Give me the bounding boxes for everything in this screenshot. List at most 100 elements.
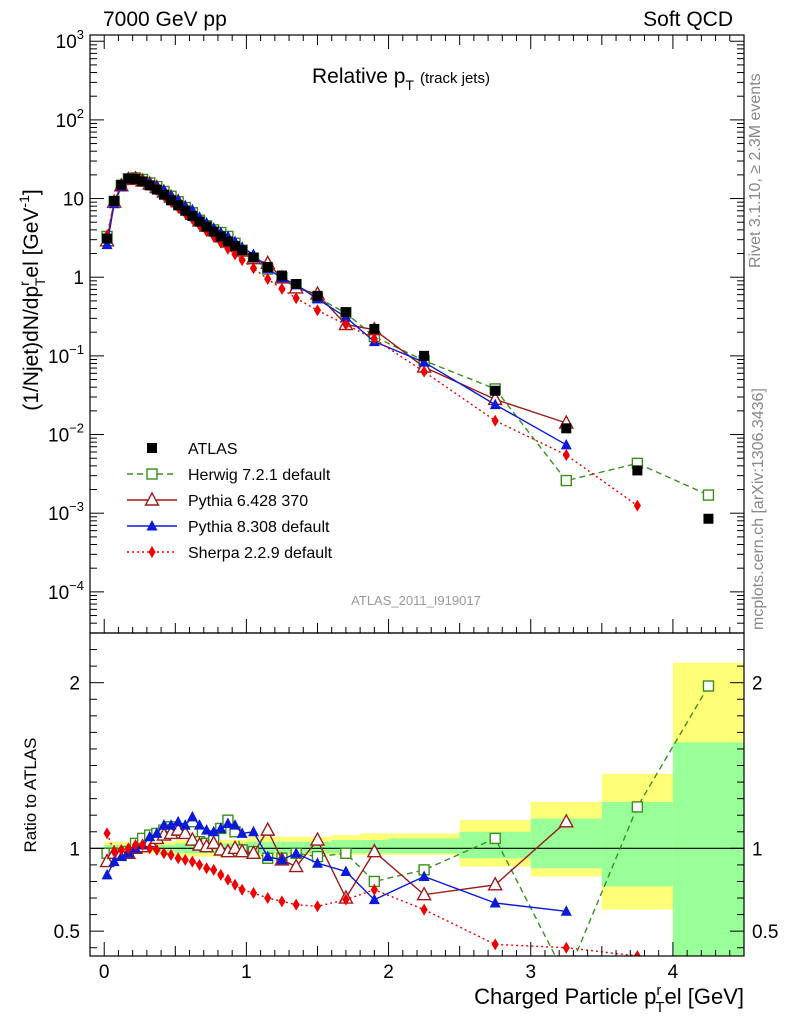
ratio-point-pythia-8-308-default (276, 853, 288, 865)
point-sherpa-2-2-9-default (342, 318, 350, 331)
ratio-point-pythia-8-308-default (179, 819, 191, 830)
ratio-point-herwig-7-2-1-default (489, 832, 501, 845)
main-ylabel: (1/Njet)dN/dprTel [GeV-1] (16, 189, 48, 410)
point-atlas (194, 216, 205, 227)
ratio-point-sherpa-2-2-9-default (117, 843, 125, 856)
point-atlas (237, 245, 248, 256)
ratio-point-sherpa-2-2-9-default (202, 862, 211, 875)
point-atlas (130, 173, 141, 184)
series-atlas (102, 173, 714, 524)
ratio-point-pythia-8-308-default (418, 870, 430, 881)
ratio-point-sherpa-2-2-9-default (146, 842, 154, 855)
x-tick-label: 2 (383, 962, 394, 983)
ratio-point-pythia-8-308-default (215, 822, 227, 833)
ratio-point-sherpa-2-2-9-default (210, 863, 218, 876)
uncertainty-band-inner (303, 841, 332, 854)
ratio-point-pythia-8-308-default (236, 827, 248, 838)
ratio-point-sherpa-2-2-9-default (313, 900, 322, 913)
point-sherpa-2-2-9-default (264, 272, 272, 285)
x-axis-label: Charged Particle pr Tel [GeV] (474, 982, 744, 1016)
legend-marker (148, 546, 156, 558)
uncertainty-band-inner (601, 801, 673, 887)
ratio-point-sherpa-2-2-9-default (131, 839, 140, 852)
ratio-point-pythia-8-308-default (144, 830, 156, 842)
y-tick-label-main: 102 (56, 106, 84, 132)
point-atlas (116, 179, 127, 190)
ratio-point-sherpa-2-2-9-default (174, 852, 182, 865)
plot-title-sub: T (405, 77, 414, 93)
ratio-point-pythia-6-428-370 (260, 821, 276, 836)
point-pythia-8-308-default (489, 398, 501, 410)
ratio-point-sherpa-2-2-9-default (153, 843, 161, 856)
ratio-point-pythia-8-308-default (248, 825, 259, 837)
point-sherpa-2-2-9-default (370, 332, 378, 345)
ratio-point-pythia-6-428-370 (234, 843, 250, 858)
axes-layer: 0 1 2 3 4 10−4 10−3 10−2 10−1 1 10 102 103 0.5 0.5 1 1 2 2 (48, 27, 778, 983)
ratio-point-pythia-8-308-default (262, 850, 274, 862)
mcplots-label: mcplots.cern.ch [arXiv:1306.3436] (750, 388, 767, 630)
ratio-point-pythia-8-308-default (340, 865, 352, 877)
y-tick-label-main: 1 (73, 268, 84, 289)
ratio-point-pythia-8-308-default (368, 893, 380, 905)
point-atlas (248, 252, 259, 263)
analysis-watermark: ATLAS_2011_I919017 (351, 593, 481, 608)
ratio-point-sherpa-2-2-9-default (278, 895, 286, 908)
ratio-point-pythia-8-308-default (108, 855, 120, 867)
ratio-point-sherpa-2-2-9-default (238, 883, 246, 896)
point-sherpa-2-2-9-default (491, 414, 499, 427)
legend-entry-atlas: ATLAS (147, 441, 238, 458)
legend-marker (146, 468, 158, 480)
ratio-point-pythia-8-308-default (193, 819, 205, 830)
point-atlas (102, 233, 113, 244)
point-pythia-8-308-default (560, 438, 572, 450)
point-atlas (369, 323, 380, 334)
legend-entry-sherpa-2-2-9-default: Sherpa 2.2.9 default (127, 545, 333, 562)
ratio-point-sherpa-2-2-9-default (195, 858, 204, 871)
plot-title: Relative pT (track jets) (312, 65, 490, 93)
ratio-point-pythia-6-428-370 (558, 813, 574, 828)
ratio-point-pythia-8-308-default (201, 824, 213, 835)
ratio-point-pythia-6-428-370 (288, 858, 304, 873)
ratio-point-pythia-8-308-default (172, 815, 184, 827)
point-atlas (262, 261, 273, 272)
point-atlas (201, 221, 212, 232)
rivet-label: Rivet 3.1.10, ≥ 2.3M events (747, 73, 764, 268)
ratio-point-pythia-6-428-370 (206, 834, 222, 850)
point-atlas (137, 176, 148, 187)
legend-marker (144, 491, 160, 506)
point-atlas (208, 226, 219, 237)
ratio-point-sherpa-2-2-9-default (217, 868, 225, 881)
point-herwig-7-2-1-default (702, 489, 715, 501)
series-pythia-8-308-default (101, 172, 572, 450)
point-sherpa-2-2-9-default (292, 292, 300, 305)
legend-label: Pythia 8.308 default (188, 519, 330, 536)
header-right: Soft QCD (643, 8, 733, 31)
ratio-point-sherpa-2-2-9-default (491, 938, 499, 951)
ratio-point-pythia-8-308-default (186, 810, 198, 822)
x-tick-label: 1 (241, 962, 252, 983)
y-tick-label-main: 103 (56, 27, 84, 53)
point-atlas (561, 423, 572, 434)
ratio-point-sherpa-2-2-9-default (292, 898, 300, 911)
y-tick-label-ratio: 1 (69, 839, 80, 860)
legend-entry-herwig-7-2-1-default: Herwig 7.2.1 default (127, 467, 331, 484)
ratio-point-pythia-6-428-370 (416, 886, 432, 901)
point-atlas (109, 196, 120, 207)
point-atlas (222, 236, 233, 247)
legend-label: Herwig 7.2.1 default (188, 467, 331, 484)
point-atlas (187, 211, 198, 222)
point-atlas (173, 200, 184, 211)
point-atlas (291, 278, 302, 289)
ratio-point-pythia-6-428-370 (309, 831, 326, 846)
y-tick-label-ratio-right: 2 (752, 674, 763, 695)
y-tick-label-main: 10−4 (48, 578, 84, 604)
ratio-point-sherpa-2-2-9-default (224, 873, 232, 886)
ratio-point-sherpa-2-2-9-default (370, 883, 378, 896)
point-atlas (123, 173, 134, 184)
ratio-point-sherpa-2-2-9-default (249, 887, 258, 900)
ratio-point-sherpa-2-2-9-default (139, 839, 147, 852)
point-sherpa-2-2-9-default (231, 248, 239, 261)
ratio-point-sherpa-2-2-9-default (110, 845, 118, 858)
ratio-point-sherpa-2-2-9-default (633, 950, 641, 956)
